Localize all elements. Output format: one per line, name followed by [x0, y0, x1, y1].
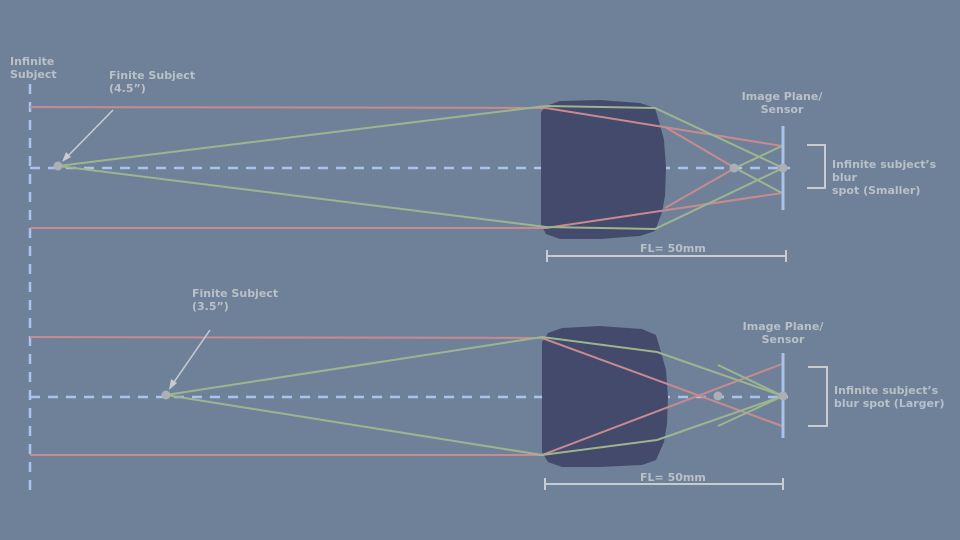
bottom-pointer-arrowhead [169, 379, 177, 390]
top-focal-length-label: FL= 50mm [640, 242, 706, 255]
bottom-focal-length-label: FL= 50mm [640, 471, 706, 484]
top-infinite-ray-upper [29, 106, 783, 147]
bottom-diagram [29, 326, 828, 490]
bottom-blur-bracket [808, 366, 828, 427]
top-lens [541, 100, 666, 239]
top-infinite-extension-a [664, 126, 736, 169]
top-finite-subject-label: Finite Subject (4.5”) [109, 69, 196, 95]
bottom-infinite-ray-upper [29, 336, 783, 427]
top-finite-ray-lower [57, 165, 784, 231]
top-pointer-arrow [65, 109, 114, 159]
bottom-finite-ray-upper [165, 335, 786, 427]
top-finite-ray-upper [57, 104, 784, 169]
top-infinite-focus-point [729, 163, 739, 173]
bottom-pointer-arrow [171, 329, 211, 386]
top-blur-bracket [807, 144, 826, 189]
top-finite-to-blur-b [734, 167, 783, 194]
bottom-infinite-focus-point [713, 391, 723, 401]
bottom-finite-focus-point [778, 391, 788, 401]
bottom-image-plane-label: Image Plane/ Sensor [742, 320, 824, 346]
bottom-infinite-ray-lower [30, 363, 783, 456]
top-infinite-extension-b [664, 167, 736, 209]
infinite-subject-label: Infinite Subject [10, 55, 57, 81]
bottom-blur-spot-label: Infinite subject’s blur spot (Larger) [834, 384, 945, 410]
top-finite-subject-point [53, 161, 63, 171]
bottom-finite-subject-label: Finite Subject (3.5”) [192, 287, 279, 313]
top-image-plane-label: Image Plane/ Sensor [741, 90, 823, 116]
top-finite-focus-point [778, 163, 788, 173]
top-blur-spot-label: Infinite subject’s blur spot (Smaller) [832, 158, 937, 197]
bottom-finite-ray-lower [165, 364, 786, 457]
bottom-lens [542, 326, 668, 467]
top-pointer-arrowhead [62, 152, 71, 162]
bottom-finite-subject-point [161, 390, 171, 400]
top-finite-to-blur-a [734, 145, 783, 169]
top-diagram [29, 100, 826, 262]
